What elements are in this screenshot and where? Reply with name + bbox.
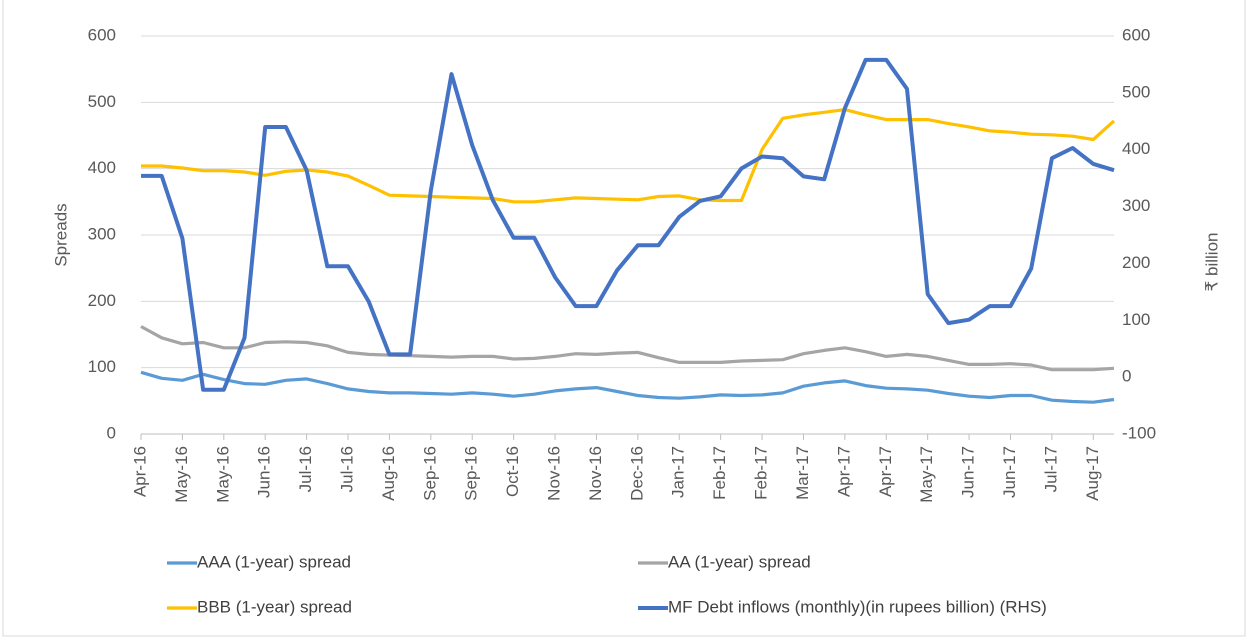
series-line [141, 108, 1116, 204]
x-tick-label: Apr-17 [834, 446, 853, 497]
x-tick-label: Nov-16 [586, 446, 605, 501]
x-tick-label: Jun-16 [255, 446, 274, 498]
x-tick-label: Feb-17 [710, 446, 729, 500]
y2-tick-label: 200 [1122, 253, 1150, 272]
x-tick-label: Jun-17 [1000, 446, 1019, 498]
y2-tick-label: 600 [1122, 25, 1150, 44]
series-line [140, 325, 1115, 372]
y2-axis-title: ₹ billion [1202, 232, 1221, 291]
x-tick-label: Jan-17 [669, 446, 688, 498]
x-tick-label: Dec-16 [627, 446, 646, 501]
x-tick-label: May-17 [917, 446, 936, 503]
y-axis-title: Spreads [51, 203, 70, 266]
y2-tick-label: 0 [1122, 367, 1131, 386]
y2-tick-label: 100 [1122, 310, 1150, 329]
x-tick-label: Feb-17 [752, 446, 771, 500]
x-tick-label: Oct-16 [503, 446, 522, 497]
legend-label: AA (1-year) spread [668, 552, 811, 571]
x-tick-label: Aug-16 [379, 446, 398, 501]
x-tick-label: Jun-17 [959, 446, 978, 498]
y-tick-label: 500 [88, 92, 116, 111]
y2-tick-label: 500 [1122, 82, 1150, 101]
y-tick-label: 200 [88, 291, 116, 310]
series-line [141, 57, 1115, 392]
y-tick-label: 400 [88, 158, 116, 177]
x-tick-label: Sep-16 [420, 446, 439, 501]
x-tick-label: May-16 [213, 446, 232, 503]
x-tick-label: Aug-17 [1083, 446, 1102, 501]
x-tick-label: Apr-16 [130, 446, 149, 497]
legend-label: BBB (1-year) spread [197, 597, 352, 616]
y2-tick-label: 300 [1122, 196, 1150, 215]
y-tick-label: 600 [88, 25, 116, 44]
y2-tick-label: -100 [1122, 423, 1156, 442]
y-tick-label: 0 [107, 423, 116, 442]
y-tick-label: 300 [88, 224, 116, 243]
y2-tick-label: 400 [1122, 139, 1150, 158]
x-tick-label: Mar-17 [793, 446, 812, 500]
series-line [140, 370, 1115, 404]
y-tick-label: 100 [88, 357, 116, 376]
x-tick-label: Nov-16 [545, 446, 564, 501]
x-tick-label: Apr-17 [876, 446, 895, 497]
legend-label: AAA (1-year) spread [197, 552, 351, 571]
x-tick-label: Sep-16 [462, 446, 481, 501]
x-tick-label: Jul-16 [296, 446, 315, 492]
legend-label: MF Debt inflows (monthly)(in rupees bill… [668, 597, 1047, 616]
x-tick-label: Jul-17 [1041, 446, 1060, 492]
x-tick-label: May-16 [172, 446, 191, 503]
x-tick-label: Jul-16 [338, 446, 357, 492]
